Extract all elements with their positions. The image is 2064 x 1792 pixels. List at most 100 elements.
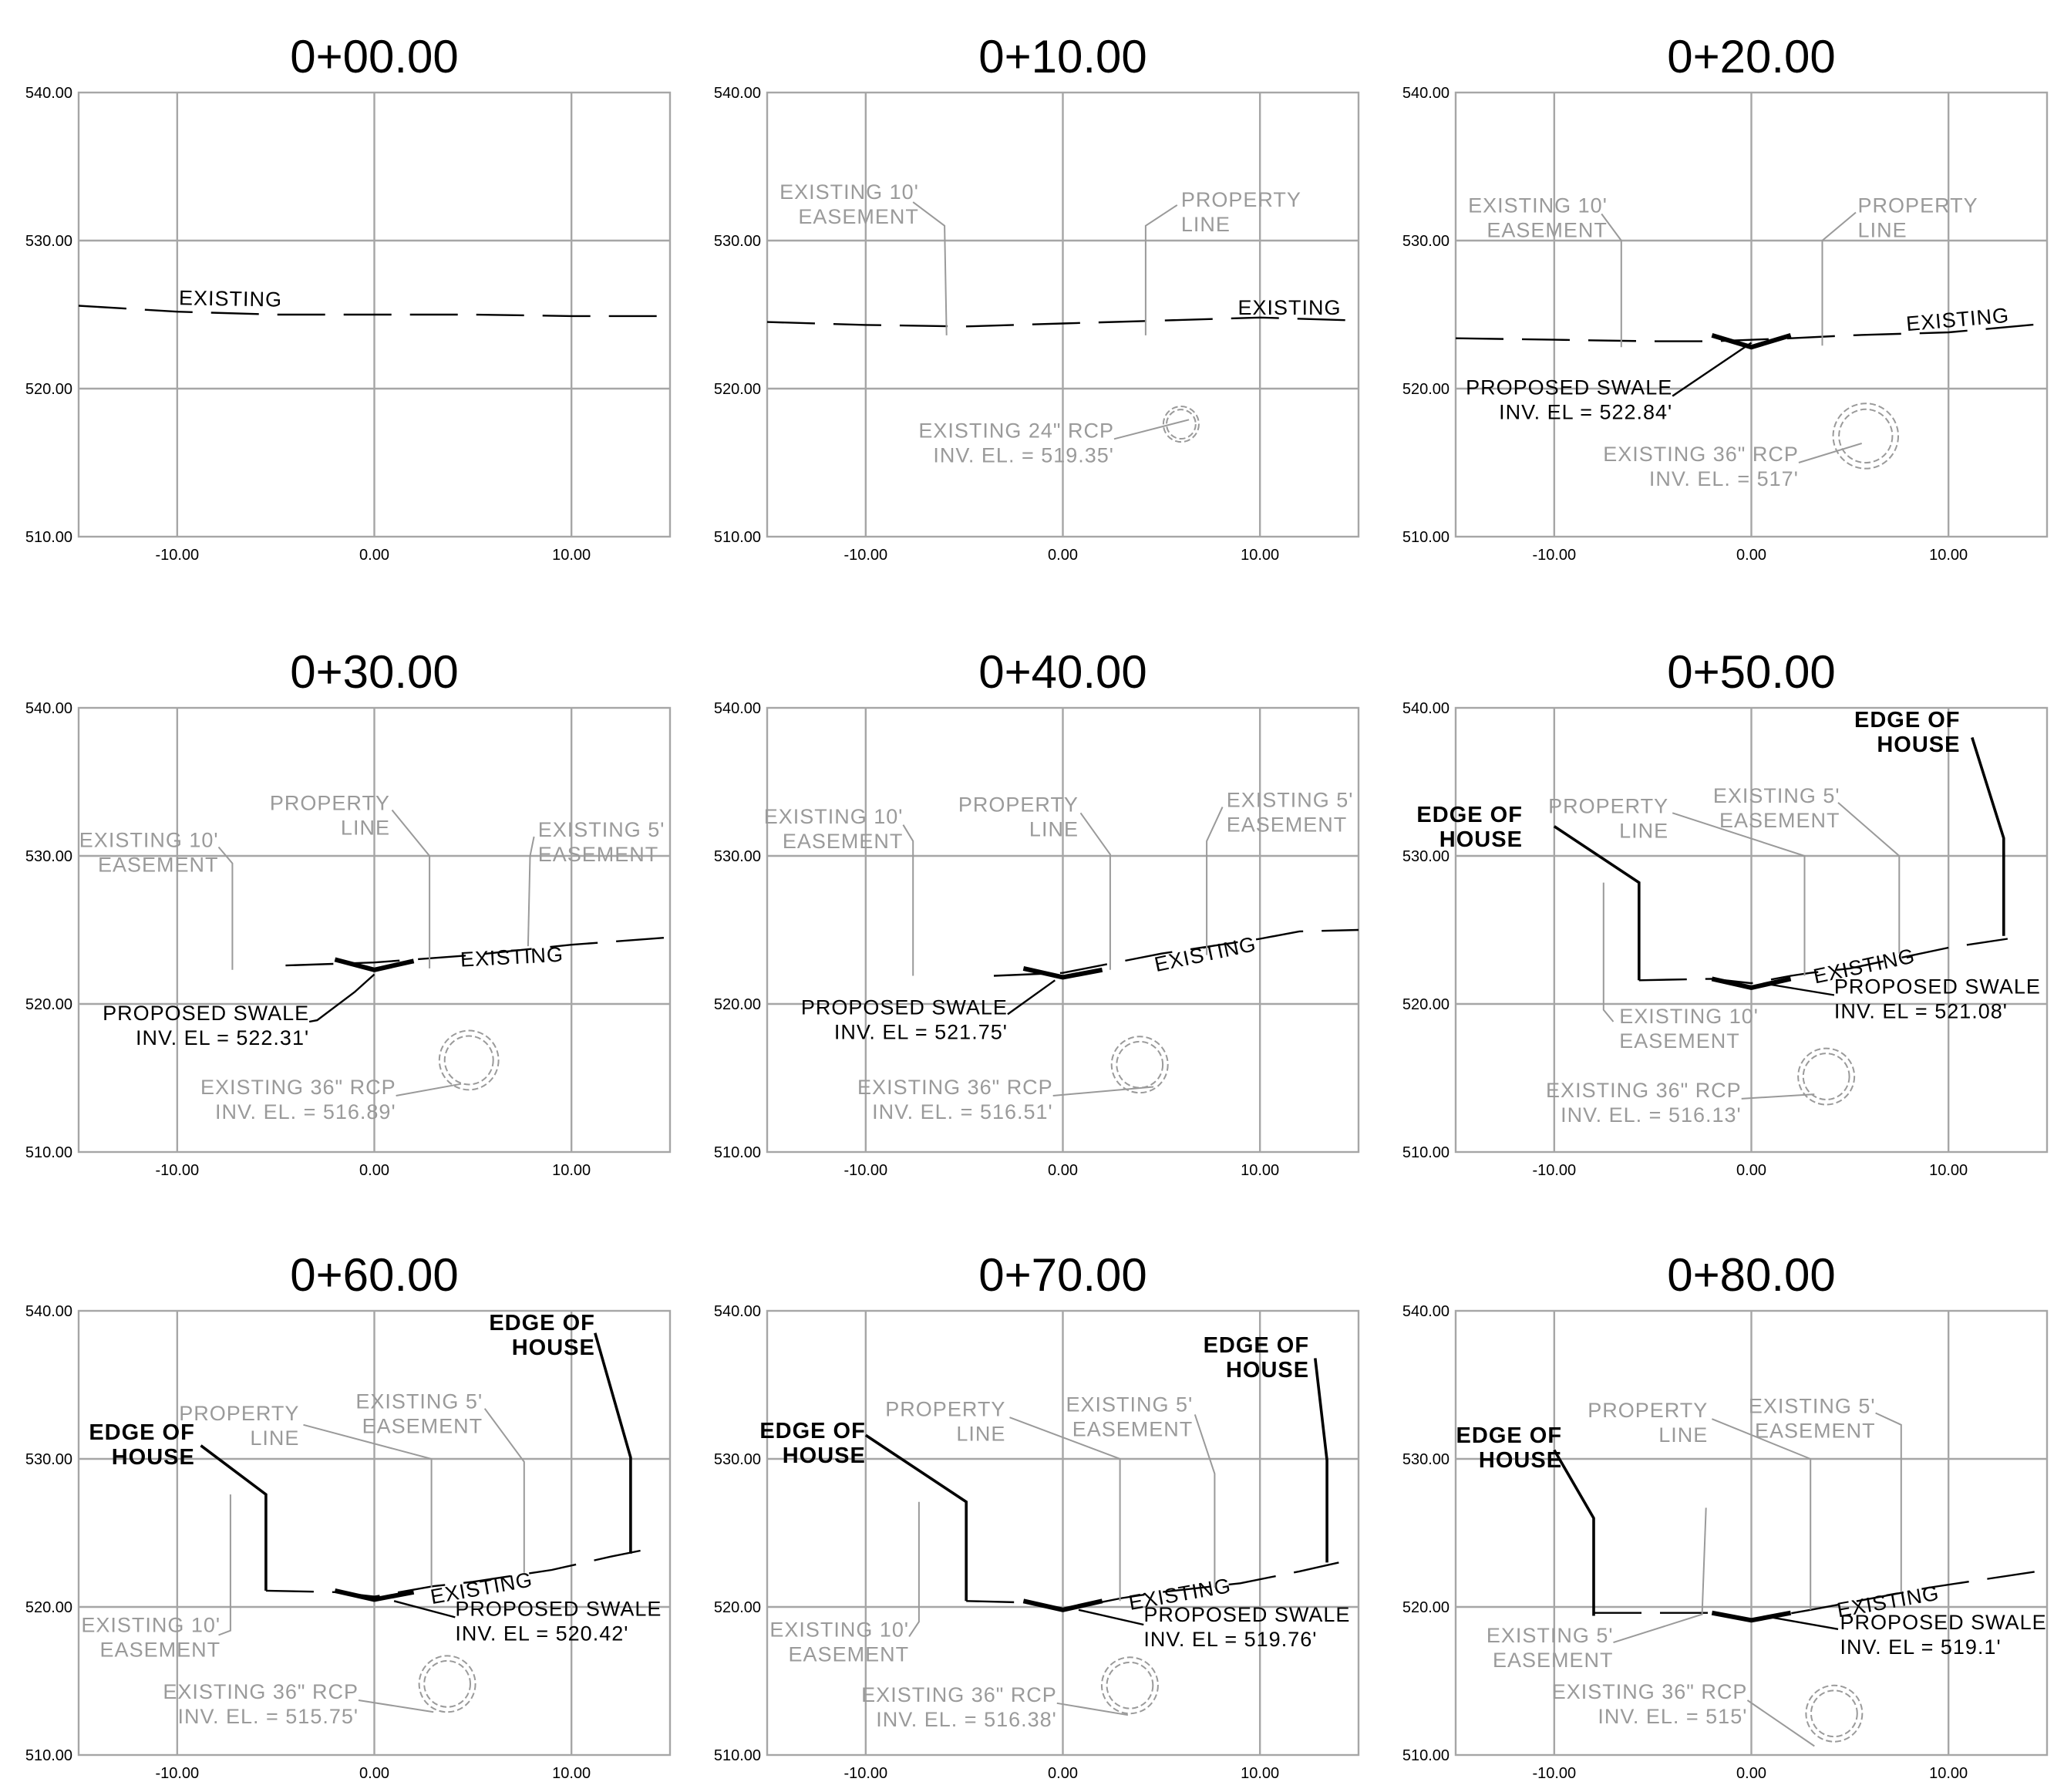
x-tick-label: -10.00: [155, 1162, 199, 1179]
callout-label: EASEMENT: [798, 205, 919, 228]
callout-label: LINE: [1029, 817, 1079, 840]
callout-leader: [1672, 342, 1753, 397]
callout-label: EXISTING 10': [1468, 194, 1608, 217]
plot-frame: [1454, 1309, 2049, 1757]
callout-label: HOUSE: [783, 1443, 866, 1468]
section-panel: 0+50.00 510.00 520.00 530.00 540.00 -10.00 0.0…: [1402, 646, 2049, 1179]
callout-label: EASEMENT: [1755, 1419, 1876, 1442]
section-panel: 0+20.00 510.00 520.00 530.00 540.00 -10.00 0.0…: [1402, 31, 2049, 564]
existing-ground-line: [766, 316, 1359, 328]
x-tick-label: 10.00: [1241, 1765, 1279, 1782]
plot-frame: [1454, 91, 2049, 538]
station-title: 0+00.00: [290, 31, 459, 83]
grid: [1454, 91, 2049, 538]
callout-leader: [391, 809, 431, 968]
callout-label: PROPOSED SWALE: [1143, 1603, 1350, 1626]
rcp-pipe-outer: [1100, 1656, 1159, 1715]
grid: [766, 706, 1360, 1154]
house-edge-line: [594, 1332, 632, 1554]
proposed-swale-line: [334, 1588, 415, 1602]
callout-label: PROPERTY: [1588, 1399, 1708, 1422]
callout-leader: [218, 1494, 231, 1636]
callout-label: EASEMENT: [1493, 1649, 1614, 1672]
callout-leader: [1770, 983, 1835, 996]
callout-label: EASEMENT: [1072, 1418, 1194, 1441]
x-tick-label: 10.00: [552, 1162, 591, 1179]
rcp-pipe-inner: [423, 1659, 472, 1708]
house-edge-line: [1553, 825, 1641, 981]
callout-label: EXISTING 36" RCP: [861, 1683, 1057, 1706]
callout-leader: [1052, 1086, 1154, 1096]
x-tick-label: 10.00: [1929, 1765, 1968, 1782]
callout-label: INV. EL. = 515': [1598, 1705, 1747, 1728]
callout-label: INV. EL = 521.75': [834, 1020, 1008, 1043]
existing-ground-line: [993, 928, 1359, 977]
callout-leader: [217, 846, 234, 970]
callout-label: PROPOSED SWALE: [103, 1002, 309, 1025]
callout-label: EASEMENT: [1619, 1029, 1740, 1053]
callout-leader: [1613, 1507, 1707, 1644]
existing-ground-label: EXISTING: [1153, 932, 1258, 976]
callout-label: INV. EL = 519.76': [1143, 1628, 1317, 1651]
y-tick-label: 540.00: [1402, 85, 1450, 102]
y-tick-label: 520.00: [714, 381, 761, 398]
x-tick-label: 10.00: [1929, 547, 1968, 564]
y-tick-label: 520.00: [1402, 381, 1450, 398]
callout-label: EXISTING 36" RCP: [163, 1680, 359, 1703]
x-tick-label: -10.00: [1532, 1765, 1576, 1782]
proposed-swale-line: [1022, 1598, 1103, 1612]
callout-leader: [1009, 1416, 1121, 1602]
x-tick-label: 10.00: [552, 1765, 591, 1782]
callout-leader: [1079, 812, 1111, 970]
callout-label: PROPERTY: [1858, 194, 1978, 217]
callout-label: EASEMENT: [1227, 813, 1348, 837]
callout-label: EXISTING 36" RCP: [857, 1076, 1053, 1099]
y-tick-label: 540.00: [25, 700, 72, 717]
y-tick-label: 510.00: [714, 529, 761, 546]
y-tick-label: 520.00: [25, 381, 72, 398]
x-tick-label: 0.00: [359, 1765, 389, 1782]
y-tick-label: 530.00: [714, 848, 761, 865]
y-tick-label: 540.00: [714, 700, 761, 717]
callout-leader: [1602, 882, 1614, 1022]
y-tick-label: 510.00: [25, 1747, 72, 1764]
y-tick-label: 540.00: [1402, 1303, 1450, 1320]
callout-leader: [1875, 1412, 1902, 1592]
callout-label: PROPOSED SWALE: [1466, 376, 1672, 399]
callout-label: EASEMENT: [1719, 809, 1840, 832]
callout-label: INV. EL = 519.1': [1840, 1635, 2002, 1659]
house-edge-line: [1553, 1449, 1595, 1616]
callout-label: LINE: [1181, 213, 1231, 236]
x-tick-label: -10.00: [843, 1162, 887, 1179]
callout-label: EDGE OF: [1416, 803, 1523, 827]
rcp-pipe-outer: [1162, 406, 1200, 443]
plot-frame: [766, 91, 1360, 538]
callout-label: EXISTING 10': [764, 805, 904, 828]
callout-leader: [1056, 1702, 1129, 1716]
callout-label: INV. EL. = 516.13': [1561, 1103, 1742, 1127]
existing-ground-label: EXISTING: [1238, 296, 1342, 319]
rcp-pipe-outer: [418, 1655, 476, 1713]
callout-label: EXISTING 10': [779, 180, 919, 204]
grid: [1454, 706, 2049, 1154]
y-tick-label: 520.00: [1402, 996, 1450, 1013]
callout-label: EDGE OF: [489, 1311, 595, 1336]
callout-leader: [308, 973, 375, 1023]
station-title: 0+20.00: [1667, 31, 1836, 83]
y-tick-label: 540.00: [714, 1303, 761, 1320]
rcp-pipe-inner: [1810, 1689, 1858, 1738]
callout-label: EASEMENT: [538, 843, 659, 866]
callout-label: INV. EL. = 516.38': [876, 1708, 1057, 1731]
callout-label: PROPERTY: [179, 1402, 299, 1425]
callout-label: INV. EL. = 515.75': [177, 1705, 359, 1728]
callout-label: EASEMENT: [100, 1639, 221, 1662]
plot-frame: [77, 1309, 672, 1757]
callout-leader: [1798, 443, 1862, 463]
rcp-pipe-outer: [1110, 1036, 1169, 1094]
callout-label: EXISTING 36" RCP: [200, 1076, 396, 1099]
callout-label: PROPOSED SWALE: [1840, 1611, 2047, 1634]
callout-label: EASEMENT: [783, 830, 904, 853]
callout-leader: [1770, 1616, 1839, 1630]
callout-leader: [1601, 213, 1622, 348]
callout-label: LINE: [956, 1422, 1005, 1445]
